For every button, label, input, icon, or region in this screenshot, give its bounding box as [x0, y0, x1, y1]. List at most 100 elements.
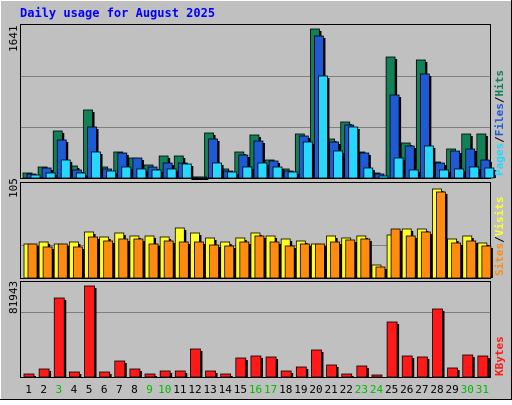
bar-pages-day-2-fill — [45, 172, 56, 179]
bar-sites-day-4-fill — [72, 246, 83, 279]
x-tick-label-day-6: 6 — [101, 383, 108, 396]
bar-kbytes-day-26-fill — [401, 355, 413, 378]
legend-kbytes: KBytes — [493, 336, 506, 376]
x-axis-labels: 1 2 3 4 5 6 7 8 9 10 11 12 13 14 15 16 17 18 19 20 21 22 23 24 2… — [25, 383, 489, 396]
bar-pages-day-14-fill — [227, 171, 238, 179]
bar-pages-day-26-fill — [408, 169, 419, 179]
bar-kbytes-day-6 — [99, 371, 112, 378]
x-tick-label-day-12: 12 — [188, 383, 201, 396]
x-tick-label-day-10: 10 — [158, 383, 171, 396]
bar-sites-day-7 — [118, 238, 130, 279]
bar-pages-day-28 — [439, 169, 451, 179]
bar-sites-day-2 — [42, 246, 55, 279]
bar-sites-day-1-fill — [27, 243, 38, 279]
bar-pages-day-6-fill — [106, 170, 117, 179]
bar-kbytes-day-17 — [265, 356, 279, 378]
bar-sites-day-9-fill — [148, 243, 159, 279]
bar-kbytes-day-4-fill — [68, 371, 80, 378]
bar-pages-day-13-fill — [212, 162, 222, 179]
x-tick-label-day-21: 21 — [325, 383, 338, 396]
x-tick-label-day-26: 26 — [400, 383, 413, 396]
legend-hits-files-pages: Pages/Files/Hits — [493, 70, 506, 176]
bar-sites-day-15 — [239, 241, 251, 279]
bar-sites-day-8 — [133, 238, 145, 279]
bar-sites-day-24-fill — [375, 266, 386, 279]
bar-sites-day-24 — [375, 266, 387, 279]
bar-pages-day-17 — [272, 166, 285, 179]
x-tick-label-day-9: 9 — [146, 383, 153, 396]
bar-pages-day-24-shadow — [380, 178, 390, 179]
bar-sites-day-14 — [224, 245, 236, 279]
bar-pages-day-29-fill — [454, 168, 465, 179]
x-tick-label-day-2: 2 — [40, 383, 47, 396]
bar-sites-day-18 — [284, 245, 297, 279]
bar-sites-day-31 — [481, 245, 493, 279]
bar-sites-day-12-fill — [194, 241, 204, 279]
legend-hits: Hits — [493, 70, 506, 97]
bar-sites-day-8-fill — [133, 238, 144, 279]
bar-pages-day-30 — [469, 166, 481, 179]
bar-kbytes-day-24-fill — [371, 374, 383, 378]
x-tick-label-day-19: 19 — [294, 383, 307, 396]
bar-pages-day-20-fill — [318, 75, 328, 179]
bar-kbytes-day-29-fill — [447, 367, 459, 378]
bar-pages-day-12-shadow — [199, 179, 209, 180]
bar-pages-day-20 — [318, 75, 330, 179]
bar-kbytes-day-31 — [477, 355, 490, 378]
bar-kbytes-day-19-fill — [295, 366, 307, 378]
legend-separator: / — [493, 136, 506, 143]
bar-kbytes-day-30 — [462, 354, 475, 378]
bar-sites-day-23 — [360, 238, 372, 279]
bar-pages-day-18 — [287, 171, 300, 179]
bar-pages-day-25-fill — [393, 157, 404, 179]
bar-pages-day-11 — [181, 163, 194, 179]
legend-kbytes-label: KBytes — [493, 336, 506, 376]
svg-text:Sites/Visits: Sites/Visits — [493, 197, 506, 277]
bar-pages-day-19-fill — [302, 141, 313, 179]
bar-kbytes-day-2-fill — [38, 368, 50, 378]
bar-sites-day-25-fill — [390, 228, 401, 279]
bar-sites-day-29 — [451, 242, 463, 279]
bar-kbytes-day-27-fill — [416, 356, 428, 378]
bar-sites-day-23-fill — [360, 238, 371, 279]
bar-kbytes-day-28-fill — [432, 308, 443, 378]
bar-sites-day-26-fill — [405, 235, 416, 279]
x-tick-label-day-13: 13 — [203, 383, 216, 396]
bar-pages-day-22-fill — [348, 126, 359, 179]
bar-kbytes-day-11 — [174, 370, 188, 378]
legend-visits-sites: Sites/Visits — [493, 197, 506, 277]
x-tick-label-day-1: 1 — [25, 383, 32, 396]
bar-pages-day-16-fill — [257, 162, 268, 179]
bar-kbytes-day-14-fill — [220, 373, 232, 378]
bar-kbytes-day-8-fill — [129, 368, 141, 378]
x-tick-label-day-7: 7 — [116, 383, 123, 396]
bar-sites-day-30-fill — [466, 240, 477, 279]
bar-pages-day-11-fill — [181, 163, 192, 179]
bar-kbytes-day-27 — [416, 356, 430, 378]
bar-pages-day-16 — [257, 162, 269, 179]
bar-pages-day-7-fill — [121, 166, 132, 179]
bar-kbytes-day-15-fill — [235, 357, 247, 378]
bar-kbytes-day-19 — [295, 366, 309, 378]
bar-kbytes-day-4 — [68, 371, 82, 378]
bar-kbytes-day-22 — [341, 373, 354, 378]
bar-kbytes-day-6-fill — [99, 371, 111, 378]
bar-sites-day-15-fill — [239, 241, 250, 279]
bar-pages-day-3 — [60, 159, 73, 179]
legend-sites: Sites — [493, 243, 506, 276]
bar-sites-day-1 — [27, 243, 39, 279]
bar-sites-day-17 — [269, 241, 282, 279]
bar-sites-day-17-fill — [269, 241, 280, 279]
bar-kbytes-day-23 — [356, 365, 369, 378]
bar-kbytes-day-29 — [447, 367, 460, 378]
bar-kbytes-day-31-fill — [477, 355, 489, 378]
bar-sites-day-22-fill — [345, 239, 356, 279]
x-tick-label-day-28: 28 — [430, 383, 443, 396]
bar-pages-day-13 — [212, 162, 224, 179]
bar-pages-day-14 — [227, 171, 239, 179]
bar-kbytes-day-25 — [386, 321, 400, 378]
bar-pages-day-10-fill — [166, 168, 177, 179]
bar-kbytes-day-13 — [205, 370, 218, 378]
bar-sites-day-16 — [254, 235, 266, 279]
